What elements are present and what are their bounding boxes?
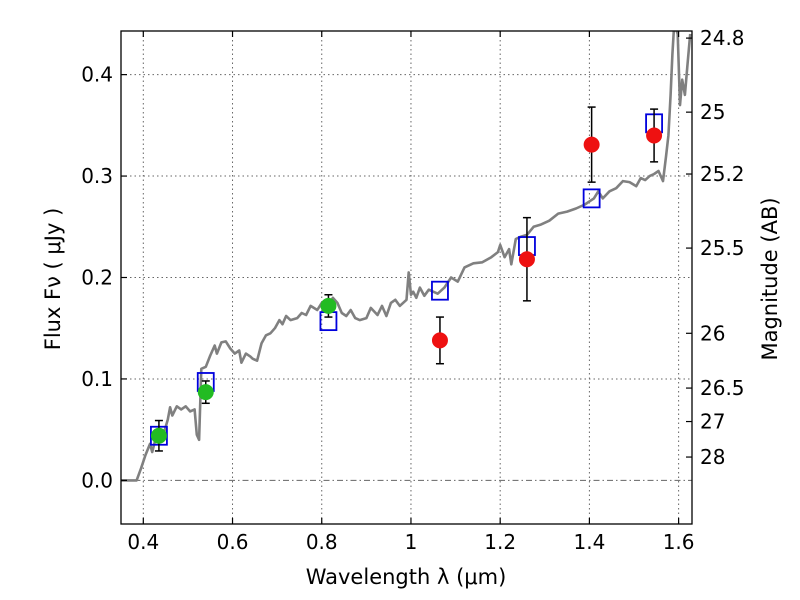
y-tick-label: 0.1: [81, 367, 113, 391]
mag-tick-label: 25.5: [700, 236, 745, 260]
photometry-point: [518, 251, 535, 268]
x-axis-label: Wavelength λ (μm): [306, 565, 507, 589]
mag-tick-label: 26.5: [700, 376, 745, 400]
y-tick-label: 0.0: [81, 468, 113, 492]
photometry-point: [320, 297, 337, 314]
axis-ticks: 0.4 0.6 0.8 1 1.2 1.4 1.6 0.0 0.1 0.2 0.3 0.4 24.8 25…: [81, 26, 744, 554]
mag-tick-label: 26: [700, 321, 725, 345]
grid-lines: [121, 31, 692, 524]
photometry-points-layer: [150, 106, 663, 452]
mag-tick-label: 28: [700, 445, 725, 469]
model-square-marker: [582, 188, 601, 209]
y-tick-label: 0.3: [81, 164, 113, 188]
y-tick-label: 0.2: [81, 266, 113, 290]
x-tick-label: 1: [405, 530, 418, 554]
x-tick-label: 1.2: [484, 530, 516, 554]
photometry-point: [431, 332, 448, 349]
x-tick-label: 0.8: [306, 530, 338, 554]
mag-tick-label: 27: [700, 410, 725, 434]
model-squares-layer: [150, 113, 663, 446]
y-axis-label: Flux Fν ( μJy ): [41, 208, 65, 351]
x-tick-label: 0.4: [127, 530, 159, 554]
model-square-marker: [431, 280, 449, 301]
photometry-point: [646, 127, 663, 144]
y-tick-label: 0.4: [81, 63, 113, 87]
mag-tick-label: 24.8: [700, 26, 745, 50]
y-axis-right-label: Magnitude (AB): [758, 197, 782, 360]
photometry-point: [197, 384, 214, 401]
mag-tick-label: 25: [700, 100, 725, 124]
mag-tick-label: 25.2: [700, 162, 745, 186]
x-tick-label: 0.6: [217, 530, 249, 554]
photometry-point: [583, 136, 600, 153]
model-spectrum-line: [121, 31, 692, 482]
spectrum-line-layer: [121, 31, 692, 482]
x-tick-label: 1.6: [663, 530, 695, 554]
x-tick-label: 1.4: [573, 530, 605, 554]
photometry-point: [150, 427, 167, 444]
